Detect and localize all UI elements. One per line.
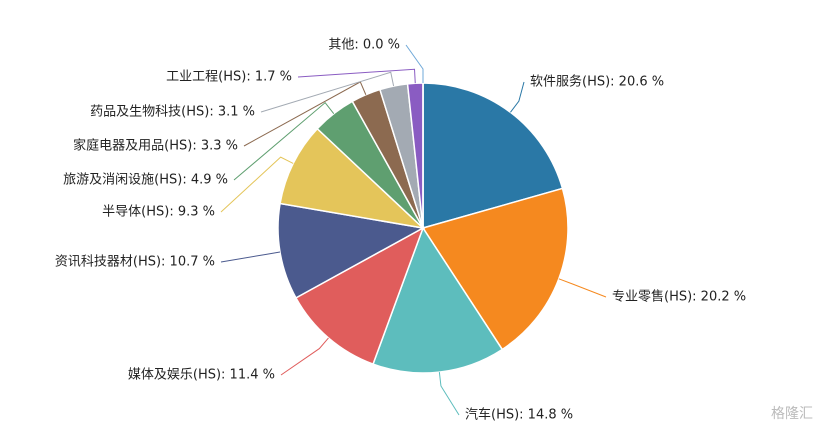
leader-line [558,278,607,298]
pie-slice [277,202,426,299]
data-label: 半导体(HS): 9.3 % [102,205,215,220]
data-label: 资讯科技器材(HS): 10.7 % [55,255,215,270]
leader-line [405,44,424,83]
pie-slice [422,82,564,229]
data-label: 汽车(HS): 14.8 % [465,407,573,423]
data-label: 媒体及娱乐(HS): 11.4 % [128,368,275,383]
data-label: 旅游及消闲设施(HS): 4.9 % [63,173,228,188]
leader-line [233,101,335,181]
leader-line [220,156,294,213]
leader-line [438,372,460,416]
leader-line [280,337,329,376]
pie-slice [372,226,504,374]
data-label: 软件服务(HS): 20.6 % [530,74,664,90]
pie-slice [294,226,425,366]
data-label: 其他: 0.0 % [328,38,400,53]
data-label: 药品及生物科技(HS): 3.1 % [90,105,255,120]
leader-line [297,68,416,84]
data-label: 专业零售(HS): 20.2 % [612,289,746,305]
data-label: 工业工程(HS): 1.7 % [166,70,292,85]
leader-line [510,81,525,113]
pie-slice [279,127,426,230]
pie-slice [421,187,569,351]
leader-line [220,251,281,263]
watermark: 格隆汇 [771,406,813,422]
leader-line [260,71,395,113]
data-label: 家庭电器及用品(HS): 3.3 % [73,138,238,154]
